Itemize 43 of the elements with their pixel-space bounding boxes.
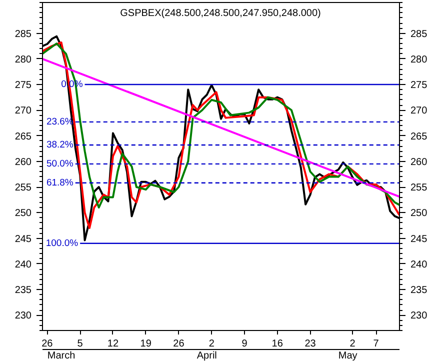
x-tick-label: 9 — [242, 338, 248, 350]
y2-tick-label: 250 — [410, 208, 428, 220]
y2-tick-label: 230 — [410, 310, 428, 322]
x-tick-label: 2 — [208, 338, 215, 350]
y-tick-label: 250 — [14, 208, 32, 220]
y-tick-label: 245 — [14, 234, 32, 245]
y2-tick-label: 260 — [410, 156, 428, 168]
y-tick-label: 270 — [14, 106, 32, 117]
y-tick-label: 240 — [14, 259, 32, 270]
x2-tick-label: May — [338, 350, 358, 362]
x-tick-label: 5 — [77, 338, 84, 350]
y-tick-label: 260 — [14, 156, 32, 168]
x2-tick-label: March — [47, 350, 76, 362]
y-tick-label: 285 — [14, 28, 32, 40]
x-tick-label: 12 — [107, 338, 119, 350]
y-tick-label: 235 — [14, 285, 32, 296]
series-label: 38.2% — [46, 139, 74, 150]
y-tick-label: 280 — [14, 54, 32, 66]
y-tick-label: 255 — [14, 182, 32, 194]
series-label: 50.0% — [46, 158, 74, 170]
x-tick-label: 26 — [42, 338, 54, 350]
y2-tick-label: 275 — [410, 80, 428, 91]
y2-tick-label: 285 — [410, 28, 428, 40]
x-tick-label: 16 — [272, 338, 284, 350]
y2-tick-label: 255 — [410, 182, 428, 194]
x-tick-label: 7 — [373, 338, 380, 350]
text: GSPBEX(248.500,248.500,247.950,248.000) — [120, 8, 321, 19]
y2-tick-label: 240 — [410, 259, 428, 270]
y2-tick-label: 270 — [410, 106, 428, 117]
y2-tick-label: 265 — [410, 131, 428, 142]
y2-tick-label: 245 — [410, 234, 428, 245]
y-tick-label: 230 — [14, 310, 32, 322]
x2-tick-label: April — [196, 350, 217, 362]
x-tick-label: 23 — [304, 338, 316, 350]
y-tick-label: 265 — [14, 131, 32, 142]
y2-tick-label: 235 — [410, 285, 428, 296]
series-label: 61.8% — [46, 177, 74, 188]
y-tick-label: 275 — [14, 80, 32, 91]
y2-tick-label: 280 — [410, 54, 428, 66]
x-tick-label: 26 — [173, 338, 185, 350]
x-tick-label: 2 — [350, 338, 356, 350]
series-label: 100.0% — [46, 238, 79, 249]
x-tick-label: 19 — [140, 338, 152, 350]
